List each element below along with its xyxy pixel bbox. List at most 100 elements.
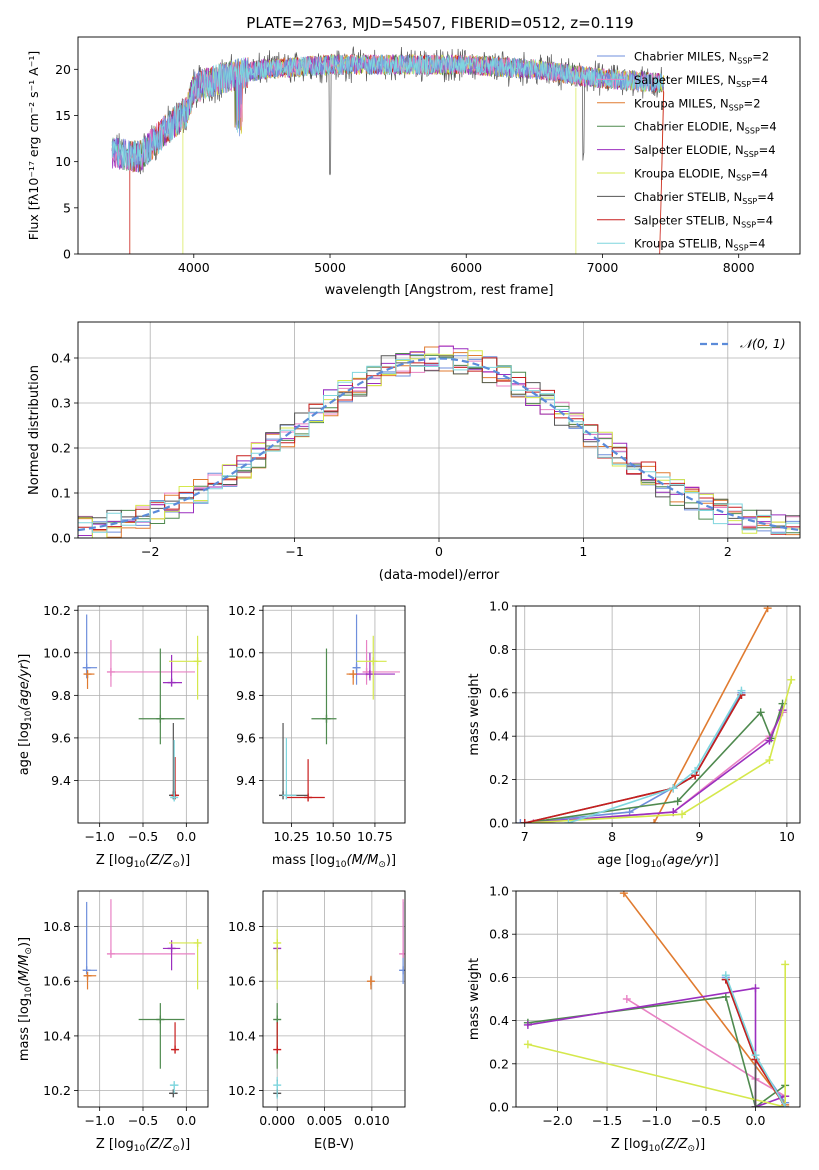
y-axis-label: Normed distribution <box>27 365 42 495</box>
x-tick-label: 7 <box>521 829 529 844</box>
y-tick-label: 0.0 <box>489 1100 509 1115</box>
y-tick-label: 10.0 <box>43 645 71 660</box>
y-tick-label: 0.0 <box>489 816 509 831</box>
x-tick-label: 0 <box>435 544 443 559</box>
x-tick-label: −2 <box>141 544 159 559</box>
weight-line <box>568 690 743 823</box>
x-tick-label: 10.50 <box>315 829 351 844</box>
y-tick-label: 15 <box>55 108 71 123</box>
x-tick-label: 8000 <box>723 260 755 275</box>
y-tick-label: 10.6 <box>228 974 256 989</box>
x-tick-label: 0.010 <box>354 1113 390 1128</box>
y-tick-label: 10.4 <box>43 1028 71 1043</box>
plot-area <box>523 891 790 1107</box>
plot-area <box>82 614 202 802</box>
y-tick-label: 10.0 <box>228 645 256 660</box>
y-tick-label: 20 <box>55 62 71 77</box>
y-tick-label: 0 <box>63 247 71 262</box>
y-tick-label: 10 <box>55 154 71 169</box>
axes-frame <box>515 605 801 824</box>
panel-massweight-vs-age: 7 8 9 10 0.0 0.2 0.4 0.6 0.8 1.0 age [log10(age/yr… <box>467 599 801 870</box>
y-tick-label: 0.8 <box>489 927 509 942</box>
panel-age-vs-Z: −1.0 −0.5 0.0 9.4 9.6 9.8 10.0 10.2 Z [log10(Z/Z… <box>17 603 209 870</box>
weight-line <box>527 987 786 1107</box>
y-tick-label: 0.4 <box>489 1013 509 1028</box>
y-tick-label: 0.6 <box>489 970 509 985</box>
y-axis-label: mass weight <box>467 673 482 755</box>
legend-label: Kroupa MILES, NSSP=2 <box>634 96 761 112</box>
axes-frame <box>262 890 406 1108</box>
x-tick-label: −0.5 <box>128 829 158 844</box>
plot-area <box>111 46 665 254</box>
spectrum-series-kroupa-stelib <box>111 54 664 171</box>
y-tick-label: 10.6 <box>43 974 71 989</box>
legend-label: Salpeter MILES, NSSP=4 <box>634 73 768 89</box>
y-tick-label: 0.2 <box>51 441 71 456</box>
y-tick-label: 9.4 <box>51 773 71 788</box>
x-tick-label: 0.0 <box>176 1113 196 1128</box>
axes-frame <box>77 605 209 824</box>
axes-frame <box>77 321 801 539</box>
x-tick-label: 1 <box>579 544 587 559</box>
y-tick-label: 0.1 <box>51 486 71 501</box>
x-tick-label: −1.0 <box>84 829 114 844</box>
x-tick-label: 0.0 <box>176 829 196 844</box>
x-tick-label: 7000 <box>587 260 619 275</box>
histogram-kroupa-stelib <box>78 357 800 538</box>
legend-label: Kroupa STELIB, NSSP=4 <box>634 237 766 253</box>
y-tick-label: 5 <box>63 200 71 215</box>
y-tick-label: 9.6 <box>51 730 71 745</box>
y-tick-label: 0.2 <box>489 772 509 787</box>
x-tick-label: 10.25 <box>274 829 310 844</box>
panel-massweight-vs-Z: −2.0 −1.5 −1.0 −0.5 0.0 0.0 0.2 0.4 0.6 0.8 1.0 Z [… <box>467 884 801 1154</box>
x-tick-label: 10 <box>779 829 795 844</box>
x-axis-label: Z [log10(Z/Z⊙)] <box>611 1137 705 1154</box>
y-tick-label: 10.2 <box>43 603 71 618</box>
x-tick-label: 10.75 <box>357 829 393 844</box>
y-tick-label: 9.8 <box>51 688 71 703</box>
x-tick-label: 4000 <box>178 260 210 275</box>
x-axis-label: (data-model)/error <box>379 568 500 583</box>
panel-residuals: −2 −1 0 1 2 0.0 0.1 0.2 0.3 0.4 𝒩(0, 1) (data-model… <box>27 321 801 583</box>
weight-line <box>524 709 784 823</box>
plot-area <box>82 899 202 1098</box>
x-tick-label: −1.0 <box>641 1113 671 1128</box>
x-tick-label: −0.5 <box>128 1113 158 1128</box>
y-axis-label: mass weight <box>467 958 482 1040</box>
figure-title: PLATE=2763, MJD=54507, FIBERID=0512, z=0… <box>246 14 633 32</box>
y-axis-label: Flux [fλ10⁻¹⁷ erg cm⁻² s⁻¹ A⁻¹] <box>26 51 41 240</box>
plot-area <box>78 345 800 538</box>
legend-label: Chabrier ELODIE, NSSP=4 <box>634 120 777 136</box>
plot-area <box>516 606 796 823</box>
axes-frame <box>262 605 406 824</box>
legend-label: Chabrier MILES, NSSP=2 <box>634 50 769 66</box>
y-tick-label: 10.2 <box>228 1083 256 1098</box>
x-tick-label: 0.005 <box>307 1113 343 1128</box>
plot-area <box>279 614 400 802</box>
x-axis-label: Z [log10(Z/Z⊙)] <box>96 853 190 870</box>
x-axis-label: wavelength [Angstrom, rest frame] <box>325 283 554 298</box>
x-tick-label: −1.5 <box>592 1113 622 1128</box>
panel-spectrum: 4000 5000 6000 7000 8000 0 5 10 15 20 Chabrier MIL… <box>26 36 801 298</box>
axes-frame <box>515 890 801 1108</box>
panel-mass-vs-Z: −1.0 −0.5 0.0 10.2 10.4 10.6 10.8 Z [log10(Z/Z⊙… <box>17 890 209 1154</box>
panel-age-vs-mass: 10.25 10.50 10.75 9.4 9.6 9.8 10.0 10.2 mass [lo… <box>228 603 406 870</box>
x-tick-label: 8 <box>608 829 616 844</box>
y-tick-label: 9.8 <box>236 688 256 703</box>
y-tick-label: 0.6 <box>489 685 509 700</box>
y-tick-label: 10.4 <box>228 1028 256 1043</box>
y-tick-label: 9.4 <box>236 773 256 788</box>
legend-label: Kroupa ELODIE, NSSP=4 <box>634 167 768 183</box>
x-tick-label: 2 <box>724 544 732 559</box>
y-tick-label: 0.2 <box>489 1056 509 1071</box>
y-tick-label: 9.6 <box>236 730 256 745</box>
y-tick-label: 0.0 <box>51 531 71 546</box>
y-tick-label: 10.8 <box>43 919 71 934</box>
y-tick-label: 1.0 <box>489 884 509 899</box>
x-tick-label: 5000 <box>314 260 346 275</box>
y-axis-label: mass [log10(M/M⊙)] <box>17 937 34 1061</box>
x-tick-label: 9 <box>696 829 704 844</box>
y-tick-label: 10.2 <box>228 603 256 618</box>
y-tick-label: 10.2 <box>43 1083 71 1098</box>
